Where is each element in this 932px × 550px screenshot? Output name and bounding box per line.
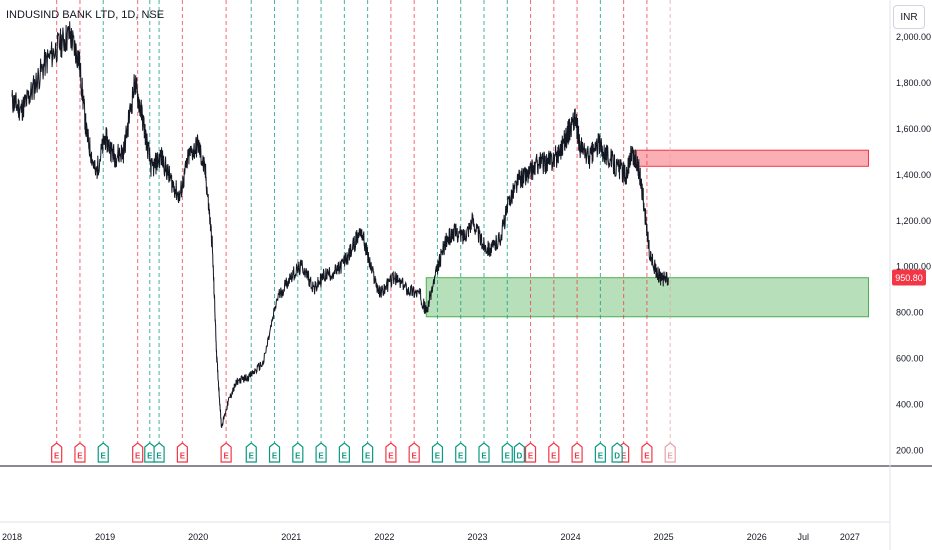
svg-text:D: D: [614, 452, 620, 461]
svg-text:E: E: [77, 452, 83, 461]
earnings-marker[interactable]: E: [548, 442, 560, 463]
y-tick-label: 2,000.00: [896, 32, 931, 42]
earnings-marker[interactable]: E: [664, 442, 676, 463]
supply-zone: [633, 149, 869, 167]
earnings-marker[interactable]: E: [338, 442, 350, 463]
svg-text:E: E: [412, 452, 418, 461]
svg-text:E: E: [54, 452, 60, 461]
svg-text:E: E: [147, 452, 153, 461]
earnings-marker[interactable]: E: [74, 442, 86, 463]
earnings-marker[interactable]: E: [245, 442, 257, 463]
earnings-marker[interactable]: E: [153, 442, 165, 463]
earnings-marker[interactable]: E: [220, 442, 232, 463]
x-tick-label: 2020: [188, 532, 208, 542]
x-tick-label: 2027: [840, 532, 860, 542]
x-tick-label: 2025: [654, 532, 674, 542]
dividend-marker[interactable]: D: [513, 442, 525, 463]
y-tick-label: 1,600.00: [896, 124, 931, 134]
currency-button[interactable]: INR: [893, 5, 925, 29]
x-tick-label: 2024: [561, 532, 581, 542]
earnings-marker[interactable]: E: [524, 442, 537, 463]
earnings-marker[interactable]: E: [268, 442, 281, 463]
svg-text:E: E: [388, 452, 394, 461]
earnings-marker[interactable]: E: [97, 442, 109, 463]
x-tick-label: 2021: [281, 532, 301, 542]
svg-text:E: E: [342, 452, 348, 461]
svg-text:E: E: [135, 452, 141, 461]
earnings-marker[interactable]: E: [408, 442, 420, 463]
svg-text:E: E: [481, 452, 487, 461]
earnings-marker[interactable]: E: [385, 442, 397, 463]
last-price-tag: [892, 269, 926, 286]
svg-text:E: E: [318, 452, 324, 461]
earnings-marker[interactable]: E: [315, 442, 327, 463]
earnings-marker[interactable]: E: [571, 442, 583, 463]
earnings-marker[interactable]: E: [51, 442, 63, 463]
x-tick-label: Jul: [798, 532, 810, 542]
svg-text:E: E: [574, 452, 580, 461]
y-tick-label: 1,800.00: [896, 78, 931, 88]
svg-text:E: E: [668, 452, 674, 461]
earnings-marker[interactable]: E: [501, 442, 513, 463]
earnings-marker[interactable]: E: [132, 442, 144, 463]
svg-text:E: E: [180, 452, 186, 461]
y-tick-label: 1,200.00: [896, 216, 931, 226]
svg-text:E: E: [528, 452, 534, 461]
svg-text:E: E: [101, 452, 107, 461]
x-tick-label: 2023: [467, 532, 487, 542]
earnings-marker[interactable]: E: [362, 442, 374, 463]
x-tick-label: 2026: [747, 532, 767, 542]
svg-text:D: D: [516, 452, 522, 461]
y-tick-label: 1,000.00: [896, 262, 931, 272]
x-tick-label: 2019: [95, 532, 115, 542]
earnings-marker[interactable]: E: [594, 442, 606, 463]
earnings-marker[interactable]: E: [478, 442, 490, 463]
x-tick-label: 2018: [2, 532, 22, 542]
svg-text:E: E: [156, 452, 162, 461]
price-line: [11, 21, 669, 429]
svg-text:E: E: [365, 452, 371, 461]
earnings-marker[interactable]: E: [144, 442, 156, 463]
svg-text:E: E: [505, 452, 511, 461]
earnings-marker[interactable]: E: [455, 442, 467, 463]
earnings-marker[interactable]: E: [292, 442, 304, 463]
svg-text:E: E: [295, 452, 301, 461]
y-tick-label: 800.00: [896, 308, 924, 318]
svg-text:E: E: [458, 452, 464, 461]
earnings-marker[interactable]: E: [641, 442, 653, 463]
svg-text:E: E: [644, 452, 650, 461]
svg-text:E: E: [272, 452, 278, 461]
y-tick-label: 400.00: [896, 400, 924, 410]
earnings-marker[interactable]: E: [176, 442, 188, 463]
svg-text:E: E: [598, 452, 604, 461]
svg-text:E: E: [621, 452, 627, 461]
y-tick-label: 200.00: [896, 446, 924, 456]
svg-text:E: E: [551, 452, 557, 461]
svg-text:E: E: [223, 452, 229, 461]
symbol-title: INDUSIND BANK LTD, 1D, NSE: [6, 9, 165, 21]
x-tick-label: 2022: [374, 532, 394, 542]
earnings-marker[interactable]: E: [431, 442, 444, 463]
last-price-label: 950.80: [895, 273, 923, 283]
svg-text:E: E: [435, 452, 441, 461]
y-tick-label: 1,400.00: [896, 170, 931, 180]
dividend-marker[interactable]: D: [611, 442, 623, 463]
y-tick-label: 600.00: [896, 354, 924, 364]
svg-text:E: E: [249, 452, 255, 461]
